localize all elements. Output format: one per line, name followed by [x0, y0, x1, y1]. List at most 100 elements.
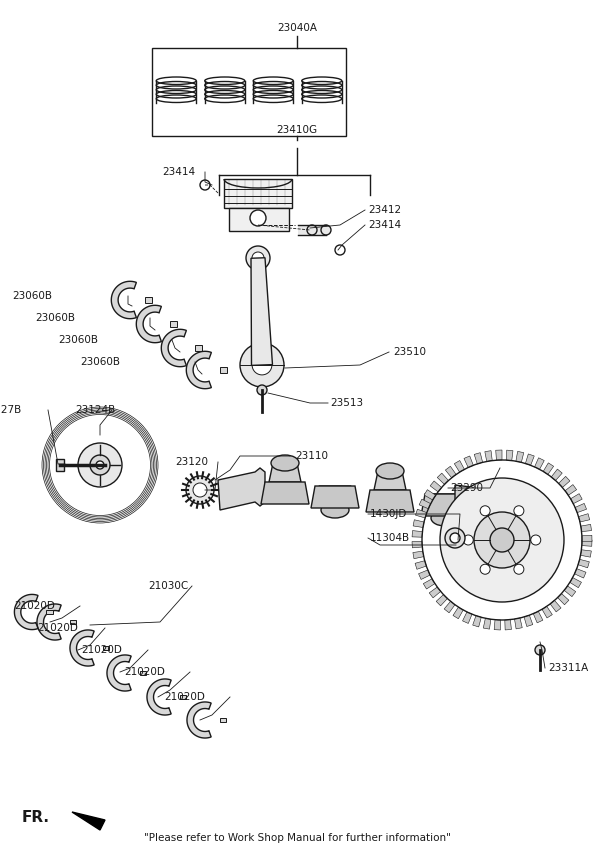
Text: 23110: 23110	[295, 451, 328, 461]
Circle shape	[440, 478, 564, 602]
Polygon shape	[564, 586, 576, 597]
Bar	[46, 610, 53, 615]
Text: 23060B: 23060B	[58, 335, 98, 345]
Bar	[152, 48, 346, 136]
Text: 1430JD: 1430JD	[370, 509, 408, 519]
Bar	[220, 367, 227, 372]
Polygon shape	[485, 450, 492, 461]
Circle shape	[535, 645, 545, 655]
Text: FR.: FR.	[22, 811, 50, 825]
Polygon shape	[582, 540, 592, 546]
Polygon shape	[558, 594, 569, 605]
Polygon shape	[525, 454, 534, 466]
Polygon shape	[311, 486, 359, 508]
Polygon shape	[415, 561, 427, 569]
Polygon shape	[436, 594, 447, 605]
Text: 23127B: 23127B	[0, 405, 22, 415]
Bar	[56, 459, 64, 471]
Circle shape	[252, 252, 264, 264]
Polygon shape	[186, 351, 211, 388]
Polygon shape	[424, 489, 436, 500]
Text: 23510: 23510	[393, 347, 426, 357]
Text: 23120: 23120	[175, 457, 208, 467]
Circle shape	[246, 246, 270, 270]
Polygon shape	[147, 679, 171, 715]
Polygon shape	[551, 469, 562, 481]
Polygon shape	[534, 458, 544, 469]
Polygon shape	[559, 477, 570, 488]
Text: 23311A: 23311A	[548, 663, 588, 673]
Circle shape	[445, 528, 465, 548]
Polygon shape	[430, 481, 441, 492]
Polygon shape	[37, 604, 61, 640]
Text: 21020D: 21020D	[124, 667, 165, 677]
Polygon shape	[575, 569, 586, 578]
Circle shape	[90, 455, 110, 475]
Polygon shape	[506, 450, 513, 460]
Polygon shape	[136, 305, 161, 343]
Bar	[298, 225, 326, 235]
Polygon shape	[415, 509, 427, 518]
Polygon shape	[578, 514, 590, 522]
Polygon shape	[565, 484, 577, 495]
Bar	[195, 345, 202, 350]
Polygon shape	[374, 471, 406, 490]
Polygon shape	[516, 451, 524, 462]
Polygon shape	[319, 486, 351, 510]
Circle shape	[490, 528, 514, 552]
Text: 23410G: 23410G	[277, 125, 318, 135]
Circle shape	[257, 385, 267, 395]
Polygon shape	[582, 535, 592, 542]
Circle shape	[464, 535, 473, 545]
Polygon shape	[571, 494, 582, 504]
Text: 23412: 23412	[368, 205, 401, 215]
Polygon shape	[575, 504, 587, 513]
Polygon shape	[543, 463, 553, 475]
Polygon shape	[581, 524, 591, 532]
Polygon shape	[412, 531, 422, 538]
Circle shape	[514, 564, 524, 574]
Polygon shape	[111, 282, 136, 319]
Text: 23040A: 23040A	[277, 23, 317, 33]
Polygon shape	[70, 630, 94, 666]
Polygon shape	[429, 587, 441, 598]
Text: 21020D: 21020D	[14, 601, 55, 611]
Polygon shape	[366, 490, 414, 512]
Text: 21030C: 21030C	[148, 581, 188, 591]
Circle shape	[96, 461, 104, 469]
Polygon shape	[412, 541, 422, 548]
Polygon shape	[524, 615, 533, 627]
Polygon shape	[218, 468, 265, 510]
Ellipse shape	[307, 225, 317, 235]
Polygon shape	[533, 611, 543, 622]
Polygon shape	[474, 453, 483, 464]
Circle shape	[252, 355, 272, 375]
Circle shape	[250, 210, 266, 226]
Text: 23124B: 23124B	[75, 405, 115, 415]
Circle shape	[240, 343, 284, 387]
Polygon shape	[505, 620, 512, 630]
Text: 23060B: 23060B	[80, 357, 120, 367]
Text: 21020D: 21020D	[81, 645, 122, 655]
Polygon shape	[107, 655, 131, 691]
Polygon shape	[261, 482, 309, 504]
Polygon shape	[472, 616, 481, 627]
Text: 23414: 23414	[368, 220, 401, 230]
Polygon shape	[453, 607, 464, 619]
Polygon shape	[413, 520, 424, 527]
Circle shape	[531, 535, 541, 545]
Text: 21020D: 21020D	[37, 623, 78, 633]
Ellipse shape	[321, 502, 349, 518]
Text: 23060B: 23060B	[35, 313, 75, 323]
Bar	[103, 645, 109, 650]
Circle shape	[480, 564, 490, 574]
Text: 11304B: 11304B	[370, 533, 410, 543]
Bar	[170, 321, 177, 326]
Ellipse shape	[271, 455, 299, 471]
Circle shape	[450, 533, 460, 543]
Polygon shape	[455, 460, 465, 472]
Polygon shape	[464, 456, 474, 467]
Polygon shape	[570, 577, 581, 588]
Bar	[145, 298, 152, 303]
Polygon shape	[437, 473, 449, 484]
